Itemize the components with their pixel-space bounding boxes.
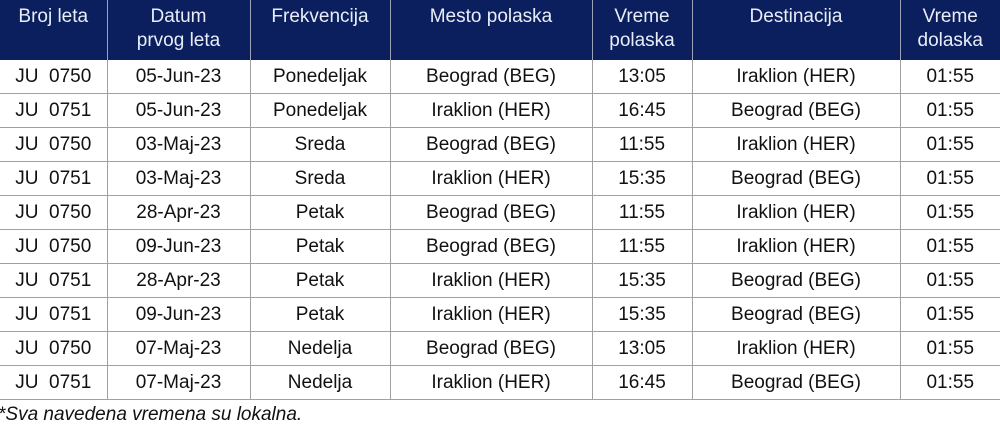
cell-departure-time: 11:55: [592, 229, 693, 264]
table-row: JU 0751 03-Maj-23 Sreda Iraklion (HER) 15:35…: [0, 161, 1000, 196]
header-row: Broj leta Datum prvog leta Frekvencija Mest…: [0, 0, 1000, 60]
cell-arrival-time: 01:55: [900, 127, 1000, 162]
cell-destination: Iraklion (HER): [692, 229, 901, 264]
table-row: JU 0750 09-Jun-23 Petak Beograd (BEG) 11:55 I…: [0, 229, 1000, 264]
cell-destination: Beograd (BEG): [692, 365, 901, 400]
cell-frequency: Ponedeljak: [250, 93, 391, 128]
cell-flight-number: JU 0751: [0, 93, 108, 128]
cell-first-flight-date: 07-Maj-23: [107, 331, 251, 366]
table-row: JU 0750 03-Maj-23 Sreda Beograd (BEG) 11:55 I…: [0, 127, 1000, 162]
cell-destination: Beograd (BEG): [692, 263, 901, 298]
cell-departure-place: Beograd (BEG): [390, 195, 593, 230]
cell-destination: Beograd (BEG): [692, 161, 901, 196]
cell-departure-place: Iraklion (HER): [390, 297, 593, 332]
header-arrival-time: Vreme dolaska: [900, 0, 1000, 60]
cell-destination: Iraklion (HER): [692, 60, 901, 94]
cell-flight-number: JU 0751: [0, 365, 108, 400]
cell-frequency: Petak: [250, 297, 391, 332]
table-row: JU 0751 09-Jun-23 Petak Iraklion (HER) 15:35…: [0, 297, 1000, 332]
cell-departure-time: 11:55: [592, 195, 693, 230]
cell-arrival-time: 01:55: [900, 365, 1000, 400]
header-frequency: Frekvencija: [250, 0, 391, 60]
cell-flight-number: JU 0750: [0, 331, 108, 366]
cell-first-flight-date: 03-Maj-23: [107, 161, 251, 196]
cell-departure-place: Beograd (BEG): [390, 127, 593, 162]
cell-first-flight-date: 28-Apr-23: [107, 263, 251, 298]
cell-frequency: Petak: [250, 195, 391, 230]
cell-destination: Iraklion (HER): [692, 331, 901, 366]
cell-arrival-time: 01:55: [900, 263, 1000, 298]
table-row: JU 0751 28-Apr-23 Petak Iraklion (HER) 15:35…: [0, 263, 1000, 298]
cell-destination: Beograd (BEG): [692, 297, 901, 332]
cell-first-flight-date: 03-Maj-23: [107, 127, 251, 162]
cell-departure-place: Beograd (BEG): [390, 229, 593, 264]
header-departure-time: Vreme polaska: [592, 0, 693, 60]
cell-departure-time: 15:35: [592, 161, 693, 196]
header-first-flight-date: Datum prvog leta: [107, 0, 251, 60]
cell-arrival-time: 01:55: [900, 331, 1000, 366]
cell-arrival-time: 01:55: [900, 93, 1000, 128]
cell-flight-number: JU 0750: [0, 60, 108, 94]
cell-first-flight-date: 09-Jun-23: [107, 297, 251, 332]
cell-frequency: Petak: [250, 229, 391, 264]
cell-frequency: Nedelja: [250, 365, 391, 400]
table-row: JU 0750 07-Maj-23 Nedelja Beograd (BEG) 13:0…: [0, 331, 1000, 366]
cell-frequency: Sreda: [250, 161, 391, 196]
cell-departure-time: 11:55: [592, 127, 693, 162]
cell-first-flight-date: 05-Jun-23: [107, 93, 251, 128]
cell-first-flight-date: 07-Maj-23: [107, 365, 251, 400]
cell-first-flight-date: 05-Jun-23: [107, 60, 251, 94]
cell-arrival-time: 01:55: [900, 195, 1000, 230]
cell-arrival-time: 01:55: [900, 297, 1000, 332]
cell-departure-time: 13:05: [592, 60, 693, 94]
cell-departure-time: 13:05: [592, 331, 693, 366]
table-row: JU 0751 07-Maj-23 Nedelja Iraklion (HER) 16:…: [0, 365, 1000, 400]
cell-destination: Beograd (BEG): [692, 93, 901, 128]
table-row: JU 0750 28-Apr-23 Petak Beograd (BEG) 11:55 I…: [0, 195, 1000, 230]
header-flight-number: Broj leta: [0, 0, 108, 60]
cell-frequency: Nedelja: [250, 331, 391, 366]
cell-first-flight-date: 28-Apr-23: [107, 195, 251, 230]
cell-arrival-time: 01:55: [900, 229, 1000, 264]
table-row: JU 0751 05-Jun-23 Ponedeljak Iraklion (HER)…: [0, 93, 1000, 128]
cell-destination: Iraklion (HER): [692, 195, 901, 230]
cell-departure-place: Iraklion (HER): [390, 161, 593, 196]
cell-frequency: Sreda: [250, 127, 391, 162]
table-row: JU 0750 05-Jun-23 Ponedeljak Beograd (BEG) 1…: [0, 60, 1000, 94]
cell-flight-number: JU 0751: [0, 263, 108, 298]
cell-frequency: Ponedeljak: [250, 60, 391, 94]
cell-flight-number: JU 0750: [0, 127, 108, 162]
cell-departure-place: Beograd (BEG): [390, 331, 593, 366]
cell-arrival-time: 01:55: [900, 161, 1000, 196]
cell-destination: Iraklion (HER): [692, 127, 901, 162]
cell-departure-place: Iraklion (HER): [390, 263, 593, 298]
cell-flight-number: JU 0750: [0, 195, 108, 230]
cell-flight-number: JU 0751: [0, 297, 108, 332]
cell-departure-time: 15:35: [592, 297, 693, 332]
footnote: *Sva navedena vremena su lokalna.: [0, 404, 303, 425]
cell-first-flight-date: 09-Jun-23: [107, 229, 251, 264]
cell-flight-number: JU 0750: [0, 229, 108, 264]
cell-departure-place: Iraklion (HER): [390, 365, 593, 400]
cell-departure-place: Iraklion (HER): [390, 93, 593, 128]
cell-flight-number: JU 0751: [0, 161, 108, 196]
cell-departure-place: Beograd (BEG): [390, 60, 593, 94]
cell-departure-time: 16:45: [592, 365, 693, 400]
cell-departure-time: 15:35: [592, 263, 693, 298]
cell-departure-time: 16:45: [592, 93, 693, 128]
cell-arrival-time: 01:55: [900, 60, 1000, 94]
cell-frequency: Petak: [250, 263, 391, 298]
header-destination: Destinacija: [692, 0, 901, 60]
header-departure-place: Mesto polaska: [390, 0, 593, 60]
flight-schedule-table: Broj leta Datum prvog leta Frekvencija Mest…: [0, 0, 1000, 400]
